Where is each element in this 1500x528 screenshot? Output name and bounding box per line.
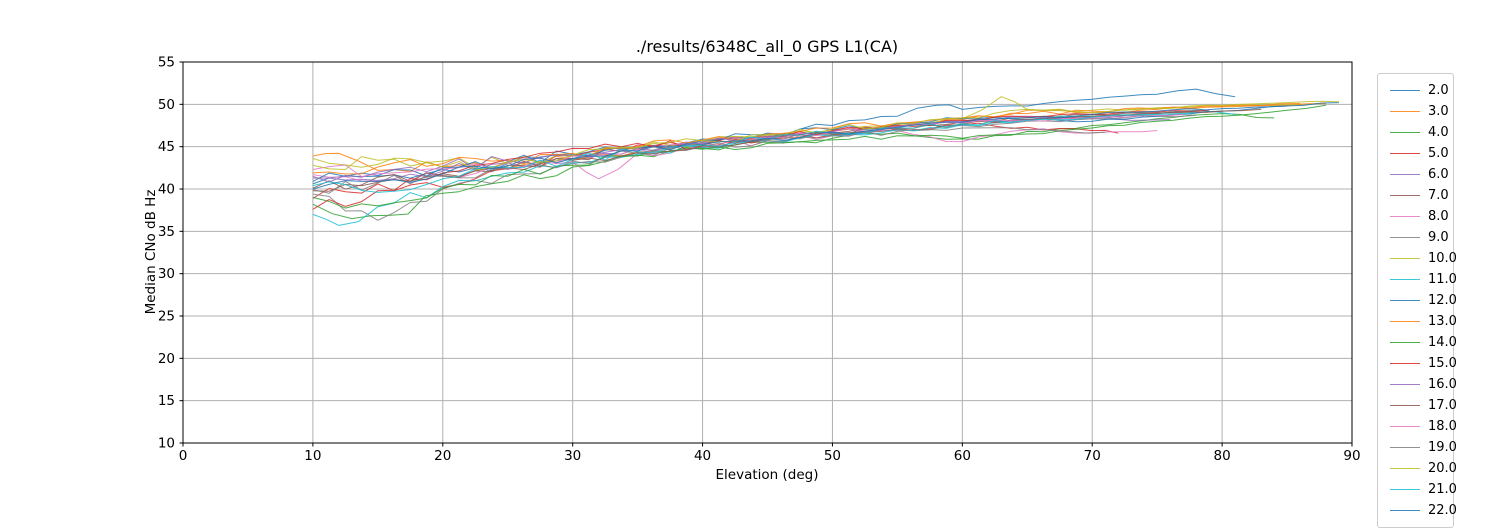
legend-line-sample [1390,111,1420,112]
legend-entry: 15.0 [1378,353,1457,374]
legend-label: 17.0 [1428,398,1457,413]
legend-label: 16.0 [1428,377,1457,392]
legend-entry: 12.0 [1378,290,1457,311]
x-tick-label: 10 [304,448,321,464]
legend-label: 14.0 [1428,335,1457,350]
legend-line-sample [1390,237,1420,238]
x-tick-label: 30 [564,448,581,464]
series-line [312,127,1106,194]
legend-label: 8.0 [1428,209,1449,224]
legend-entry: 3.0 [1378,101,1453,122]
figure: ./results/6348C_all_0 GPS L1(CA) Median … [143,37,1457,528]
legend-line-sample [1390,216,1420,217]
legend-label: 12.0 [1428,293,1457,308]
legend-box: 2.0 3.0 4.0 5.0 6.0 7.0 8.0 9.0 10.0 11.0 12.0 13.0… [1377,73,1457,528]
series-line [312,112,1197,193]
y-tick-label: 40 [158,182,175,198]
y-tick-label: 15 [158,393,175,409]
legend-entry: 22.0 [1378,500,1457,521]
series-line [312,104,1327,209]
y-tick-label: 35 [158,224,175,240]
legend-line-sample [1390,258,1420,259]
legend-label: 18.0 [1428,419,1457,434]
y-tick-label: 10 [158,436,175,452]
legend-entry: 4.0 [1378,122,1453,143]
y-tick-label: 20 [158,351,175,367]
x-tick-label: 40 [694,448,711,464]
legend-entry: 6.0 [1378,164,1453,185]
x-tick-label: 0 [179,448,188,464]
legend-line-sample [1390,384,1420,385]
x-axis-label: Elevation (deg) [715,467,819,483]
legend-line-sample [1390,300,1420,301]
x-tick-label: 20 [434,448,451,464]
legend-line-sample [1390,132,1420,133]
legend-line-sample [1390,321,1420,322]
legend-label: 6.0 [1428,167,1449,182]
legend-entry: 13.0 [1378,311,1457,332]
legend-line-sample [1390,363,1420,364]
legend-line-sample [1390,279,1420,280]
legend-label: 15.0 [1428,356,1457,371]
legend-entry: 11.0 [1378,269,1457,290]
y-tick-label: 30 [158,266,175,282]
legend-label: 4.0 [1428,125,1449,140]
x-tick-label: 70 [1084,448,1101,464]
legend-line-sample [1390,342,1420,343]
legend-label: 20.0 [1428,461,1457,476]
legend-label: 3.0 [1428,104,1449,119]
legend-entry: 9.0 [1378,227,1453,248]
legend-line-sample [1390,426,1420,427]
y-tick-label: 50 [158,97,175,113]
legend-line-sample [1390,153,1420,154]
legend-line-sample [1390,90,1420,91]
legend-entry: 10.0 [1378,248,1457,269]
legend-label: 22.0 [1428,503,1457,518]
series-line [312,100,1340,171]
legend-label: 11.0 [1428,272,1457,287]
y-axis-label: Median CNo dB Hz [143,189,159,315]
legend-label: 13.0 [1428,314,1457,329]
legend-label: 5.0 [1428,146,1449,161]
axes-frame [182,61,1353,444]
legend-label: 19.0 [1428,440,1457,455]
chart-title: ./results/6348C_all_0 GPS L1(CA) [635,37,899,56]
legend-label: 9.0 [1428,230,1449,245]
legend-entry: 14.0 [1378,332,1457,353]
legend-entry: 21.0 [1378,479,1457,500]
legend-entry: 8.0 [1378,206,1453,227]
legend-line-sample [1390,489,1420,490]
legend-entry: 16.0 [1378,374,1457,395]
legend-label: 2.0 [1428,83,1449,98]
legend-entry: 19.0 [1378,437,1457,458]
y-tick-label: 45 [158,139,175,155]
legend-label: 10.0 [1428,251,1457,266]
legend-entry: 2.0 [1378,80,1453,101]
legend-line-sample [1390,195,1420,196]
legend-line-sample [1390,174,1420,175]
x-tick-label: 80 [1214,448,1231,464]
legend-entry: 7.0 [1378,185,1453,206]
series-line [312,108,1262,192]
legend-label: 21.0 [1428,482,1457,497]
legend-entry: 18.0 [1378,416,1457,437]
x-tick-label: 50 [824,448,841,464]
legend-entry: 17.0 [1378,395,1457,416]
legend-line-sample [1390,405,1420,406]
y-tick-label: 55 [158,55,175,71]
series-line [312,105,1288,190]
y-tick-label: 25 [158,309,175,325]
legend-entry: 5.0 [1378,143,1453,164]
x-tick-label: 60 [954,448,971,464]
legend-line-sample [1390,468,1420,469]
legend-entry: 20.0 [1378,458,1457,479]
series-line [312,88,1236,185]
legend-line-sample [1390,447,1420,448]
legend-label: 7.0 [1428,188,1449,203]
x-tick-label: 90 [1343,448,1360,464]
legend-line-sample [1390,510,1420,511]
